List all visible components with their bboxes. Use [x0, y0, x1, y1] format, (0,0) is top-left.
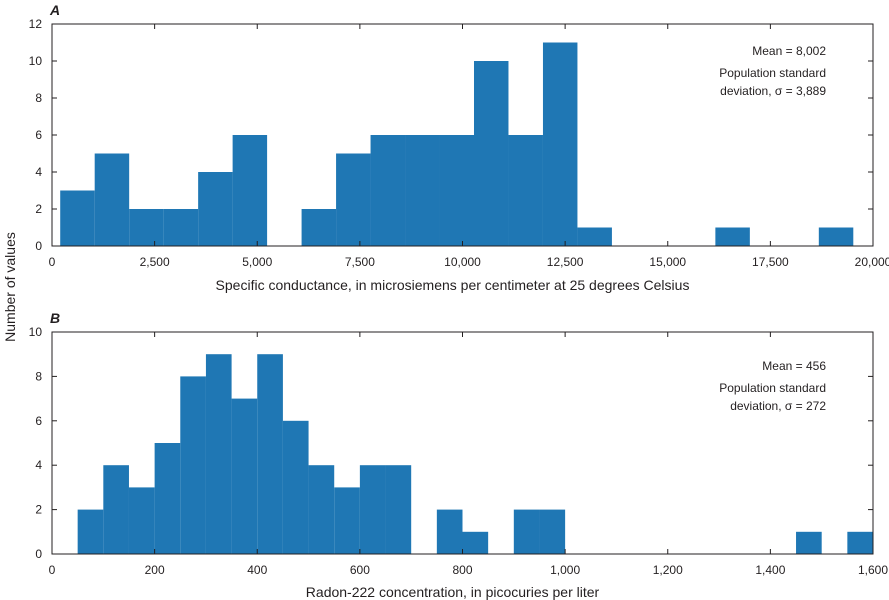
shared-y-axis-title: Number of values: [2, 232, 18, 342]
x-tick-label: 1,000: [550, 563, 580, 577]
x-axis-title: Specific conductance, in microsiemens pe…: [216, 277, 690, 293]
histogram-bar: [301, 209, 337, 246]
histogram-bar: [439, 135, 474, 246]
histogram-bar: [205, 354, 232, 554]
x-tick-label: 2,500: [140, 255, 170, 269]
x-tick-label: 12,500: [547, 255, 584, 269]
x-tick-label: 800: [452, 563, 472, 577]
statistics-annotation: deviation, σ = 272: [730, 399, 826, 413]
histogram-bar: [508, 135, 543, 246]
x-tick-label: 400: [247, 563, 267, 577]
histogram-bar: [818, 227, 854, 246]
histogram-bar: [539, 509, 566, 554]
statistics-annotation: Population standard: [719, 381, 826, 395]
histogram-bar: [282, 420, 309, 554]
y-tick-label: 2: [35, 503, 42, 517]
histogram-bar: [231, 398, 258, 554]
panel-letter: B: [50, 310, 60, 326]
x-tick-label: 15,000: [649, 255, 686, 269]
histogram-bar: [128, 487, 155, 554]
panel-a: 0 2 4 6 8 10 12 0 2,500 5,000 7,500 10,000 12,500 15,…: [29, 2, 889, 293]
y-tick-label: 4: [35, 458, 42, 472]
histogram-bar: [60, 190, 95, 246]
y-tick-label: 10: [29, 54, 43, 68]
histogram-bar: [847, 531, 873, 554]
histogram-bar: [308, 465, 335, 554]
histogram-bar: [542, 42, 578, 246]
histogram-bar: [257, 354, 283, 554]
histogram-bar: [103, 465, 129, 554]
x-tick-label: 5,000: [242, 255, 272, 269]
histogram-bar: [359, 465, 386, 554]
histogram-bar: [513, 509, 540, 554]
x-tick-label: 10,000: [444, 255, 481, 269]
y-tick-label: 12: [29, 17, 43, 31]
histogram-bar: [405, 135, 440, 246]
y-tick-label: 8: [35, 91, 42, 105]
y-tick-label: 6: [35, 128, 42, 142]
x-tick-label: 1,600: [858, 563, 888, 577]
x-axis-title: Radon-222 concentration, in picocuries p…: [306, 584, 600, 600]
histogram-bar: [473, 61, 509, 246]
statistics-annotation: Population standard: [719, 66, 826, 80]
y-tick-label: 0: [35, 239, 42, 253]
y-tick-label: 6: [35, 414, 42, 428]
histogram-bar: [129, 209, 164, 246]
histogram-bar: [336, 153, 371, 246]
statistics-annotation: deviation, σ = 3,889: [720, 84, 826, 98]
histogram-bar: [715, 227, 750, 246]
histogram-bar: [462, 531, 489, 554]
histogram-bar: [436, 509, 463, 554]
histogram-bar: [796, 531, 822, 554]
histogram-bar: [94, 153, 130, 246]
histogram-bar: [180, 376, 206, 554]
y-tick-label: 0: [35, 547, 42, 561]
x-tick-label: 600: [350, 563, 370, 577]
x-tick-label: 20,000: [855, 255, 889, 269]
histogram-bar: [198, 172, 233, 246]
x-tick-label: 0: [49, 255, 56, 269]
y-tick-label: 4: [35, 165, 42, 179]
statistics-annotation: Mean = 456: [762, 359, 826, 373]
y-tick-label: 8: [35, 369, 42, 383]
histogram-bar: [163, 209, 199, 246]
panel-letter: A: [49, 2, 60, 18]
panel-b: 0 2 4 6 8 10 0 200 400 600 800 1,000 1,200 1,400 1,600…: [29, 310, 889, 600]
histogram-bar: [232, 135, 268, 246]
x-tick-label: 1,400: [755, 563, 785, 577]
histogram-bar: [334, 487, 360, 554]
statistics-annotation: Mean = 8,002: [752, 44, 826, 58]
x-tick-label: 7,500: [345, 255, 375, 269]
histogram-bar: [385, 465, 412, 554]
histogram-bar: [77, 509, 104, 554]
histogram-bar: [154, 443, 181, 554]
x-tick-label: 200: [145, 563, 165, 577]
y-tick-label: 10: [29, 325, 43, 339]
x-tick-label: 17,500: [752, 255, 789, 269]
y-tick-label: 2: [35, 202, 42, 216]
histogram-bar: [577, 227, 612, 246]
histogram-bar: [370, 135, 406, 246]
x-tick-label: 1,200: [653, 563, 683, 577]
x-tick-label: 0: [49, 563, 56, 577]
